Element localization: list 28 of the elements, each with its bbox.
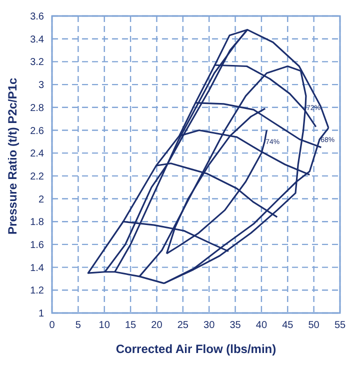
y-tick-label: 1 (38, 308, 44, 320)
y-tick-label: 1.2 (30, 286, 44, 297)
y-tick-label: 2.8 (30, 102, 44, 114)
x-tick-label: 25 (177, 320, 189, 332)
y-tick-label: 3.4 (30, 34, 44, 46)
x-tick-label: 45 (282, 320, 294, 332)
x-tick-label: 40 (256, 320, 268, 332)
x-tick-label: 5 (75, 320, 82, 332)
y-tick-label: 3.6 (30, 12, 44, 23)
x-tick-label: 30 (204, 320, 216, 332)
y-tick-label: 2.4 (30, 148, 44, 160)
x-tick-label: 20 (151, 320, 163, 332)
x-tick-label: 50 (308, 320, 320, 332)
x-tick-label: 35 (230, 320, 242, 332)
y-tick-label: 2.2 (30, 171, 44, 182)
y-tick-label: 3.2 (30, 57, 44, 68)
y-tick-label: 1.4 (30, 262, 44, 274)
y-tick-label: 2.6 (30, 126, 44, 137)
x-tick-label: 55 (334, 320, 346, 332)
y-tick-label: 2 (38, 194, 44, 206)
x-tick-label: 10 (98, 320, 110, 332)
x-axis-title: Corrected Air Flow (lbs/min) (116, 342, 276, 356)
x-tick-label: 15 (124, 320, 137, 332)
x-tick-label: 0 (49, 320, 56, 332)
y-tick-label: 1.8 (30, 217, 44, 228)
y-axis-title: Pressure Ratio (t/t) P2c/P1c (5, 77, 20, 234)
y-tick-label: 3 (38, 80, 44, 92)
y-tick-label: 1.6 (30, 240, 44, 252)
